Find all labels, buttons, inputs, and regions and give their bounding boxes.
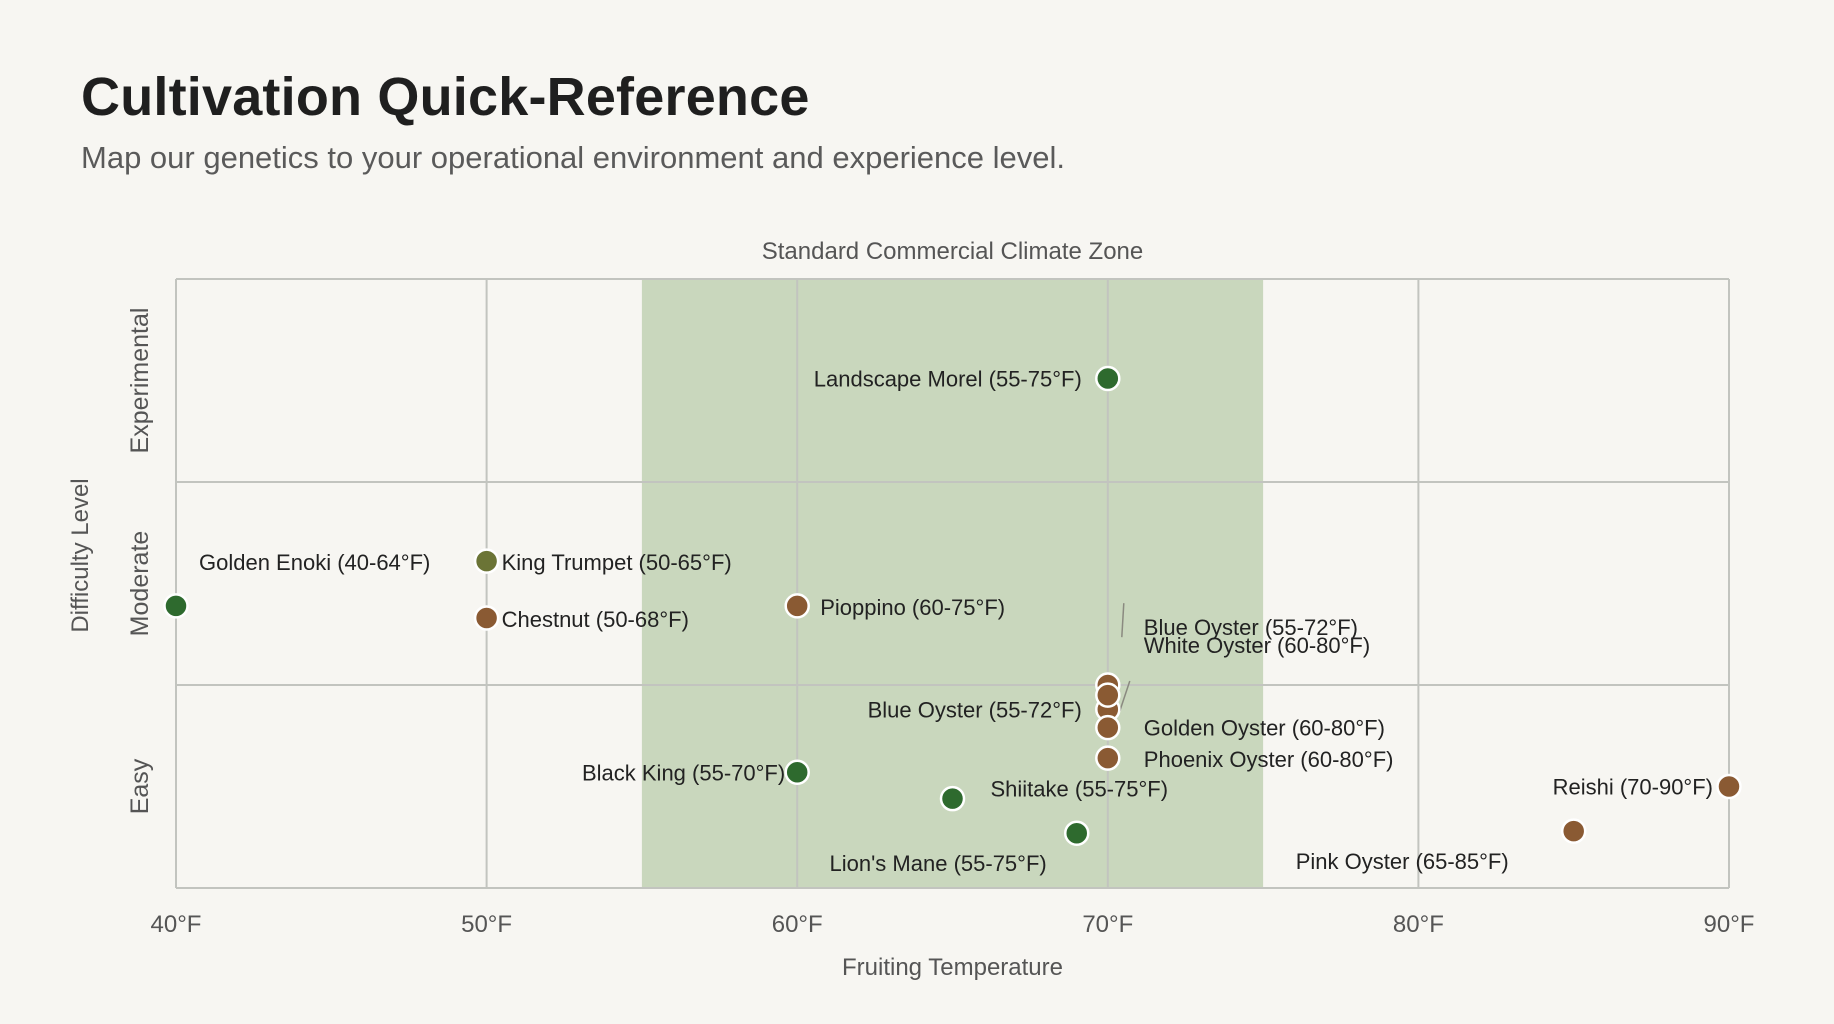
data-point-label: Pioppino (60-75°F) bbox=[820, 595, 1005, 620]
x-tick-label: 80°F bbox=[1393, 911, 1444, 938]
data-point[interactable] bbox=[473, 605, 500, 631]
y-category-label: Moderate bbox=[126, 531, 154, 637]
x-tick-label: 40°F bbox=[151, 911, 202, 938]
data-point-label: Reishi (70-90°F) bbox=[1553, 775, 1713, 800]
data-point-label: Shiitake (55-75°F) bbox=[991, 777, 1169, 802]
leader-line bbox=[1121, 603, 1125, 638]
data-point[interactable] bbox=[939, 785, 966, 812]
x-axis-title: Fruiting Temperature bbox=[842, 954, 1063, 981]
page-subtitle: Map our genetics to your operational env… bbox=[81, 140, 1065, 175]
data-point[interactable] bbox=[163, 593, 189, 619]
y-axis-title: Difficulty Level bbox=[67, 478, 94, 632]
climate-zone-label: Standard Commercial Climate Zone bbox=[762, 238, 1143, 265]
data-point[interactable] bbox=[1063, 820, 1090, 846]
data-point-label: Blue Oyster (55-72°F) bbox=[1144, 615, 1358, 640]
data-point[interactable] bbox=[1560, 818, 1587, 844]
x-tick-label: 60°F bbox=[772, 911, 823, 938]
y-category-label: Easy bbox=[126, 758, 154, 814]
x-tick-label: 70°F bbox=[1082, 911, 1133, 938]
data-point-label: Golden Enoki (40-64°F) bbox=[199, 550, 430, 575]
data-point-label: White Oyster (60-80°F) bbox=[1144, 633, 1370, 658]
data-point[interactable] bbox=[1716, 773, 1742, 800]
data-point[interactable] bbox=[1095, 365, 1121, 392]
data-point[interactable] bbox=[1095, 745, 1121, 771]
data-point-label: Landscape Morel (55-75°F) bbox=[814, 366, 1082, 391]
x-tick-label: 50°F bbox=[461, 911, 512, 938]
leader-line bbox=[1119, 680, 1131, 712]
data-point[interactable] bbox=[1095, 682, 1121, 708]
x-tick-label: 90°F bbox=[1704, 911, 1755, 938]
data-point[interactable] bbox=[473, 548, 500, 574]
data-point-label: Phoenix Oyster (60-80°F) bbox=[1144, 747, 1394, 772]
data-point[interactable] bbox=[1095, 714, 1121, 741]
data-point-label: Black King (55-70°F) bbox=[582, 760, 785, 785]
data-point-label: Golden Oyster (60-80°F) bbox=[1144, 716, 1385, 741]
data-point[interactable] bbox=[784, 759, 810, 786]
data-point[interactable] bbox=[784, 593, 810, 619]
data-point-label: Pink Oyster (65-85°F) bbox=[1296, 849, 1509, 874]
page-title: Cultivation Quick-Reference bbox=[81, 67, 810, 127]
data-point-label: Chestnut (50-68°F) bbox=[502, 607, 689, 632]
data-point-label: Blue Oyster (55-72°F) bbox=[868, 697, 1082, 722]
y-category-label: Experimental bbox=[126, 308, 154, 454]
data-point-label: Lion's Mane (55-75°F) bbox=[830, 851, 1047, 876]
data-point-label: King Trumpet (50-65°F) bbox=[502, 550, 732, 575]
